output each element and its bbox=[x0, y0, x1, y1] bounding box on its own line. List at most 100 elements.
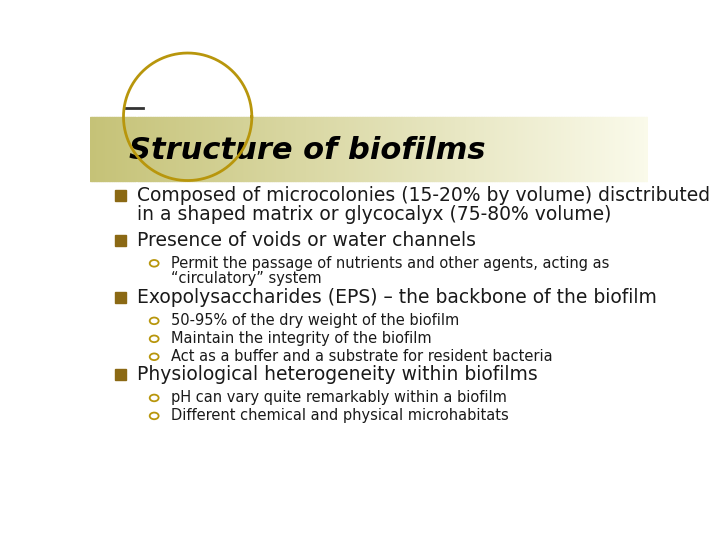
Bar bbox=[115, 234, 126, 246]
Bar bbox=[456, 117, 458, 181]
Bar bbox=[536, 117, 539, 181]
Bar bbox=[508, 117, 510, 181]
Bar bbox=[606, 117, 607, 181]
Bar bbox=[596, 117, 598, 181]
Bar bbox=[240, 117, 243, 181]
Bar bbox=[425, 117, 427, 181]
Bar bbox=[179, 117, 181, 181]
Bar bbox=[228, 117, 230, 181]
Bar bbox=[552, 117, 553, 181]
Bar bbox=[333, 117, 336, 181]
Bar bbox=[326, 117, 328, 181]
Bar bbox=[338, 117, 339, 181]
Bar bbox=[499, 117, 501, 181]
Bar bbox=[507, 117, 508, 181]
Bar bbox=[269, 117, 271, 181]
Bar bbox=[520, 117, 521, 181]
Bar bbox=[164, 117, 166, 181]
Bar bbox=[477, 117, 479, 181]
Bar bbox=[603, 117, 606, 181]
Bar bbox=[373, 117, 374, 181]
Bar bbox=[629, 117, 631, 181]
Bar bbox=[395, 117, 397, 181]
Bar bbox=[492, 117, 494, 181]
Bar bbox=[415, 117, 418, 181]
Bar bbox=[265, 117, 266, 181]
Bar bbox=[542, 117, 544, 181]
Bar bbox=[453, 117, 454, 181]
Bar bbox=[332, 117, 333, 181]
Bar bbox=[590, 117, 592, 181]
Bar bbox=[297, 117, 298, 181]
Bar bbox=[112, 117, 114, 181]
Bar bbox=[544, 117, 546, 181]
Bar bbox=[562, 117, 564, 181]
Bar bbox=[449, 117, 451, 181]
Bar bbox=[369, 117, 371, 181]
Bar bbox=[155, 117, 157, 181]
Bar bbox=[564, 117, 566, 181]
Bar bbox=[287, 117, 289, 181]
Bar bbox=[226, 117, 228, 181]
Bar bbox=[324, 117, 326, 181]
Bar bbox=[488, 117, 490, 181]
Bar bbox=[300, 117, 302, 181]
Bar bbox=[553, 117, 555, 181]
Bar bbox=[503, 117, 505, 181]
Bar bbox=[348, 117, 351, 181]
Bar bbox=[574, 117, 575, 181]
Bar bbox=[585, 117, 587, 181]
Bar bbox=[361, 117, 364, 181]
Bar bbox=[285, 117, 287, 181]
Bar bbox=[378, 117, 380, 181]
Bar bbox=[462, 117, 464, 181]
Bar bbox=[132, 117, 135, 181]
Bar bbox=[399, 117, 400, 181]
Bar bbox=[233, 117, 235, 181]
Bar bbox=[122, 117, 124, 181]
Bar bbox=[140, 117, 142, 181]
Bar bbox=[176, 117, 177, 181]
Bar bbox=[105, 117, 107, 181]
Bar bbox=[127, 117, 129, 181]
Text: Presence of voids or water channels: Presence of voids or water channels bbox=[138, 231, 477, 249]
Bar bbox=[523, 117, 526, 181]
Bar bbox=[626, 117, 628, 181]
Bar bbox=[190, 117, 192, 181]
Text: 50-95% of the dry weight of the biofilm: 50-95% of the dry weight of the biofilm bbox=[171, 313, 459, 328]
Bar bbox=[628, 117, 629, 181]
Bar bbox=[323, 117, 324, 181]
Bar bbox=[498, 117, 499, 181]
Bar bbox=[304, 117, 306, 181]
Bar bbox=[501, 117, 503, 181]
Bar bbox=[601, 117, 603, 181]
Text: Different chemical and physical microhabitats: Different chemical and physical microhab… bbox=[171, 408, 508, 423]
Bar bbox=[298, 117, 300, 181]
Bar bbox=[237, 117, 239, 181]
Bar bbox=[172, 117, 174, 181]
Bar bbox=[96, 117, 97, 181]
Bar bbox=[516, 117, 518, 181]
Bar bbox=[313, 117, 315, 181]
Bar bbox=[598, 117, 600, 181]
Bar bbox=[157, 117, 159, 181]
Bar bbox=[467, 117, 469, 181]
Bar bbox=[444, 117, 445, 181]
Bar bbox=[266, 117, 269, 181]
Text: Structure of biofilms: Structure of biofilms bbox=[129, 136, 485, 165]
Bar bbox=[278, 117, 280, 181]
Bar bbox=[438, 117, 440, 181]
Bar bbox=[408, 117, 410, 181]
Bar bbox=[646, 117, 648, 181]
Bar bbox=[213, 117, 215, 181]
Bar bbox=[479, 117, 481, 181]
Bar bbox=[137, 117, 138, 181]
Bar bbox=[618, 117, 620, 181]
Bar bbox=[144, 117, 145, 181]
Bar bbox=[490, 117, 492, 181]
Bar bbox=[371, 117, 373, 181]
Bar bbox=[410, 117, 412, 181]
Bar bbox=[315, 117, 317, 181]
Bar bbox=[174, 117, 176, 181]
Bar bbox=[151, 117, 153, 181]
